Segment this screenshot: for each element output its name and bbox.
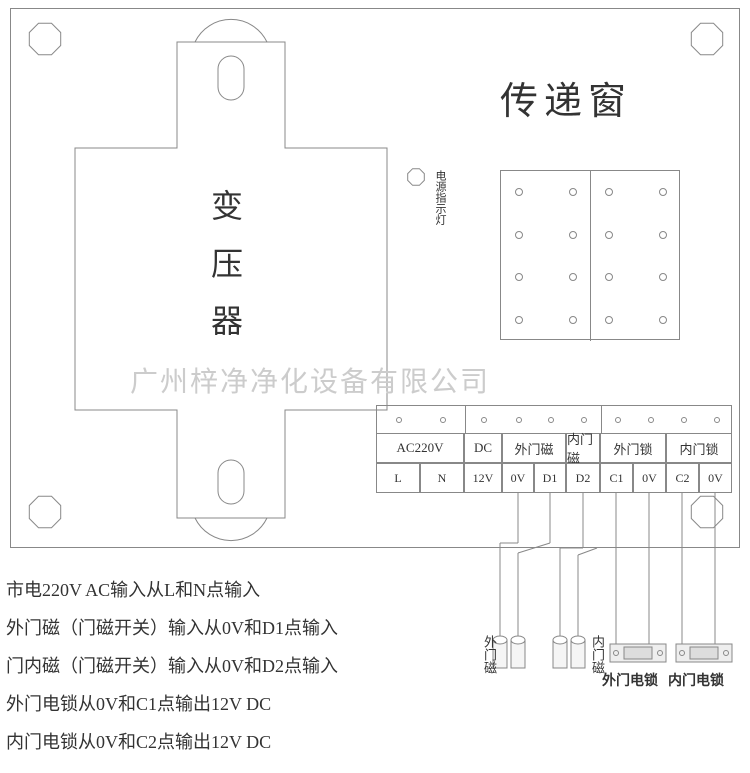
- terminal-pin-label: L: [376, 463, 420, 493]
- inner-mag-label: 内门磁: [588, 635, 607, 674]
- terminal-pin-label: C2: [666, 463, 699, 493]
- terminal-group-label: 外门锁: [600, 433, 666, 463]
- instruction-line: 内门电锁从0V和C2点输出12V DC: [6, 728, 271, 754]
- power-led-label: 电源指示灯: [432, 170, 448, 225]
- terminal-block: AC220VLNDC12V外门磁0VD1内门磁D2外门锁C10V内门锁C20V: [376, 405, 732, 533]
- wiring-diagram: [0, 0, 1, 1]
- outer-lock-label: 外门电锁: [602, 670, 658, 690]
- instruction-line: 市电220V AC输入从L和N点输入: [6, 576, 260, 602]
- terminal-group-label: AC220V: [376, 433, 464, 463]
- instruction-line: 外门电锁从0V和C1点输出12V DC: [6, 690, 271, 716]
- terminal-group-label: 外门磁: [502, 433, 566, 463]
- inner-lock-label: 内门电锁: [668, 670, 724, 690]
- terminal-group-label: 内门磁: [566, 433, 600, 463]
- terminal-pin-label: D1: [534, 463, 566, 493]
- outer-mag-label: 外门磁: [480, 635, 499, 674]
- transformer-label: 变 压 器: [211, 178, 243, 351]
- terminal-pin-label: N: [420, 463, 464, 493]
- terminal-pin-label: D2: [566, 463, 600, 493]
- terminal-group-label: DC: [464, 433, 502, 463]
- terminal-pin-label: 0V: [502, 463, 534, 493]
- hinge-block: [500, 170, 680, 340]
- instruction-line: 门内磁（门磁开关）输入从0V和D2点输入: [6, 652, 338, 678]
- terminal-pin-label: C1: [600, 463, 633, 493]
- terminal-group-label: 内门锁: [666, 433, 732, 463]
- terminal-pin-label: 0V: [633, 463, 666, 493]
- watermark-text: 广州梓净净化设备有限公司: [130, 360, 490, 400]
- title-pass-window: 传递窗: [500, 70, 632, 125]
- terminal-pin-label: 12V: [464, 463, 502, 493]
- instruction-line: 外门磁（门磁开关）输入从0V和D1点输入: [6, 614, 338, 640]
- terminal-pin-label: 0V: [699, 463, 732, 493]
